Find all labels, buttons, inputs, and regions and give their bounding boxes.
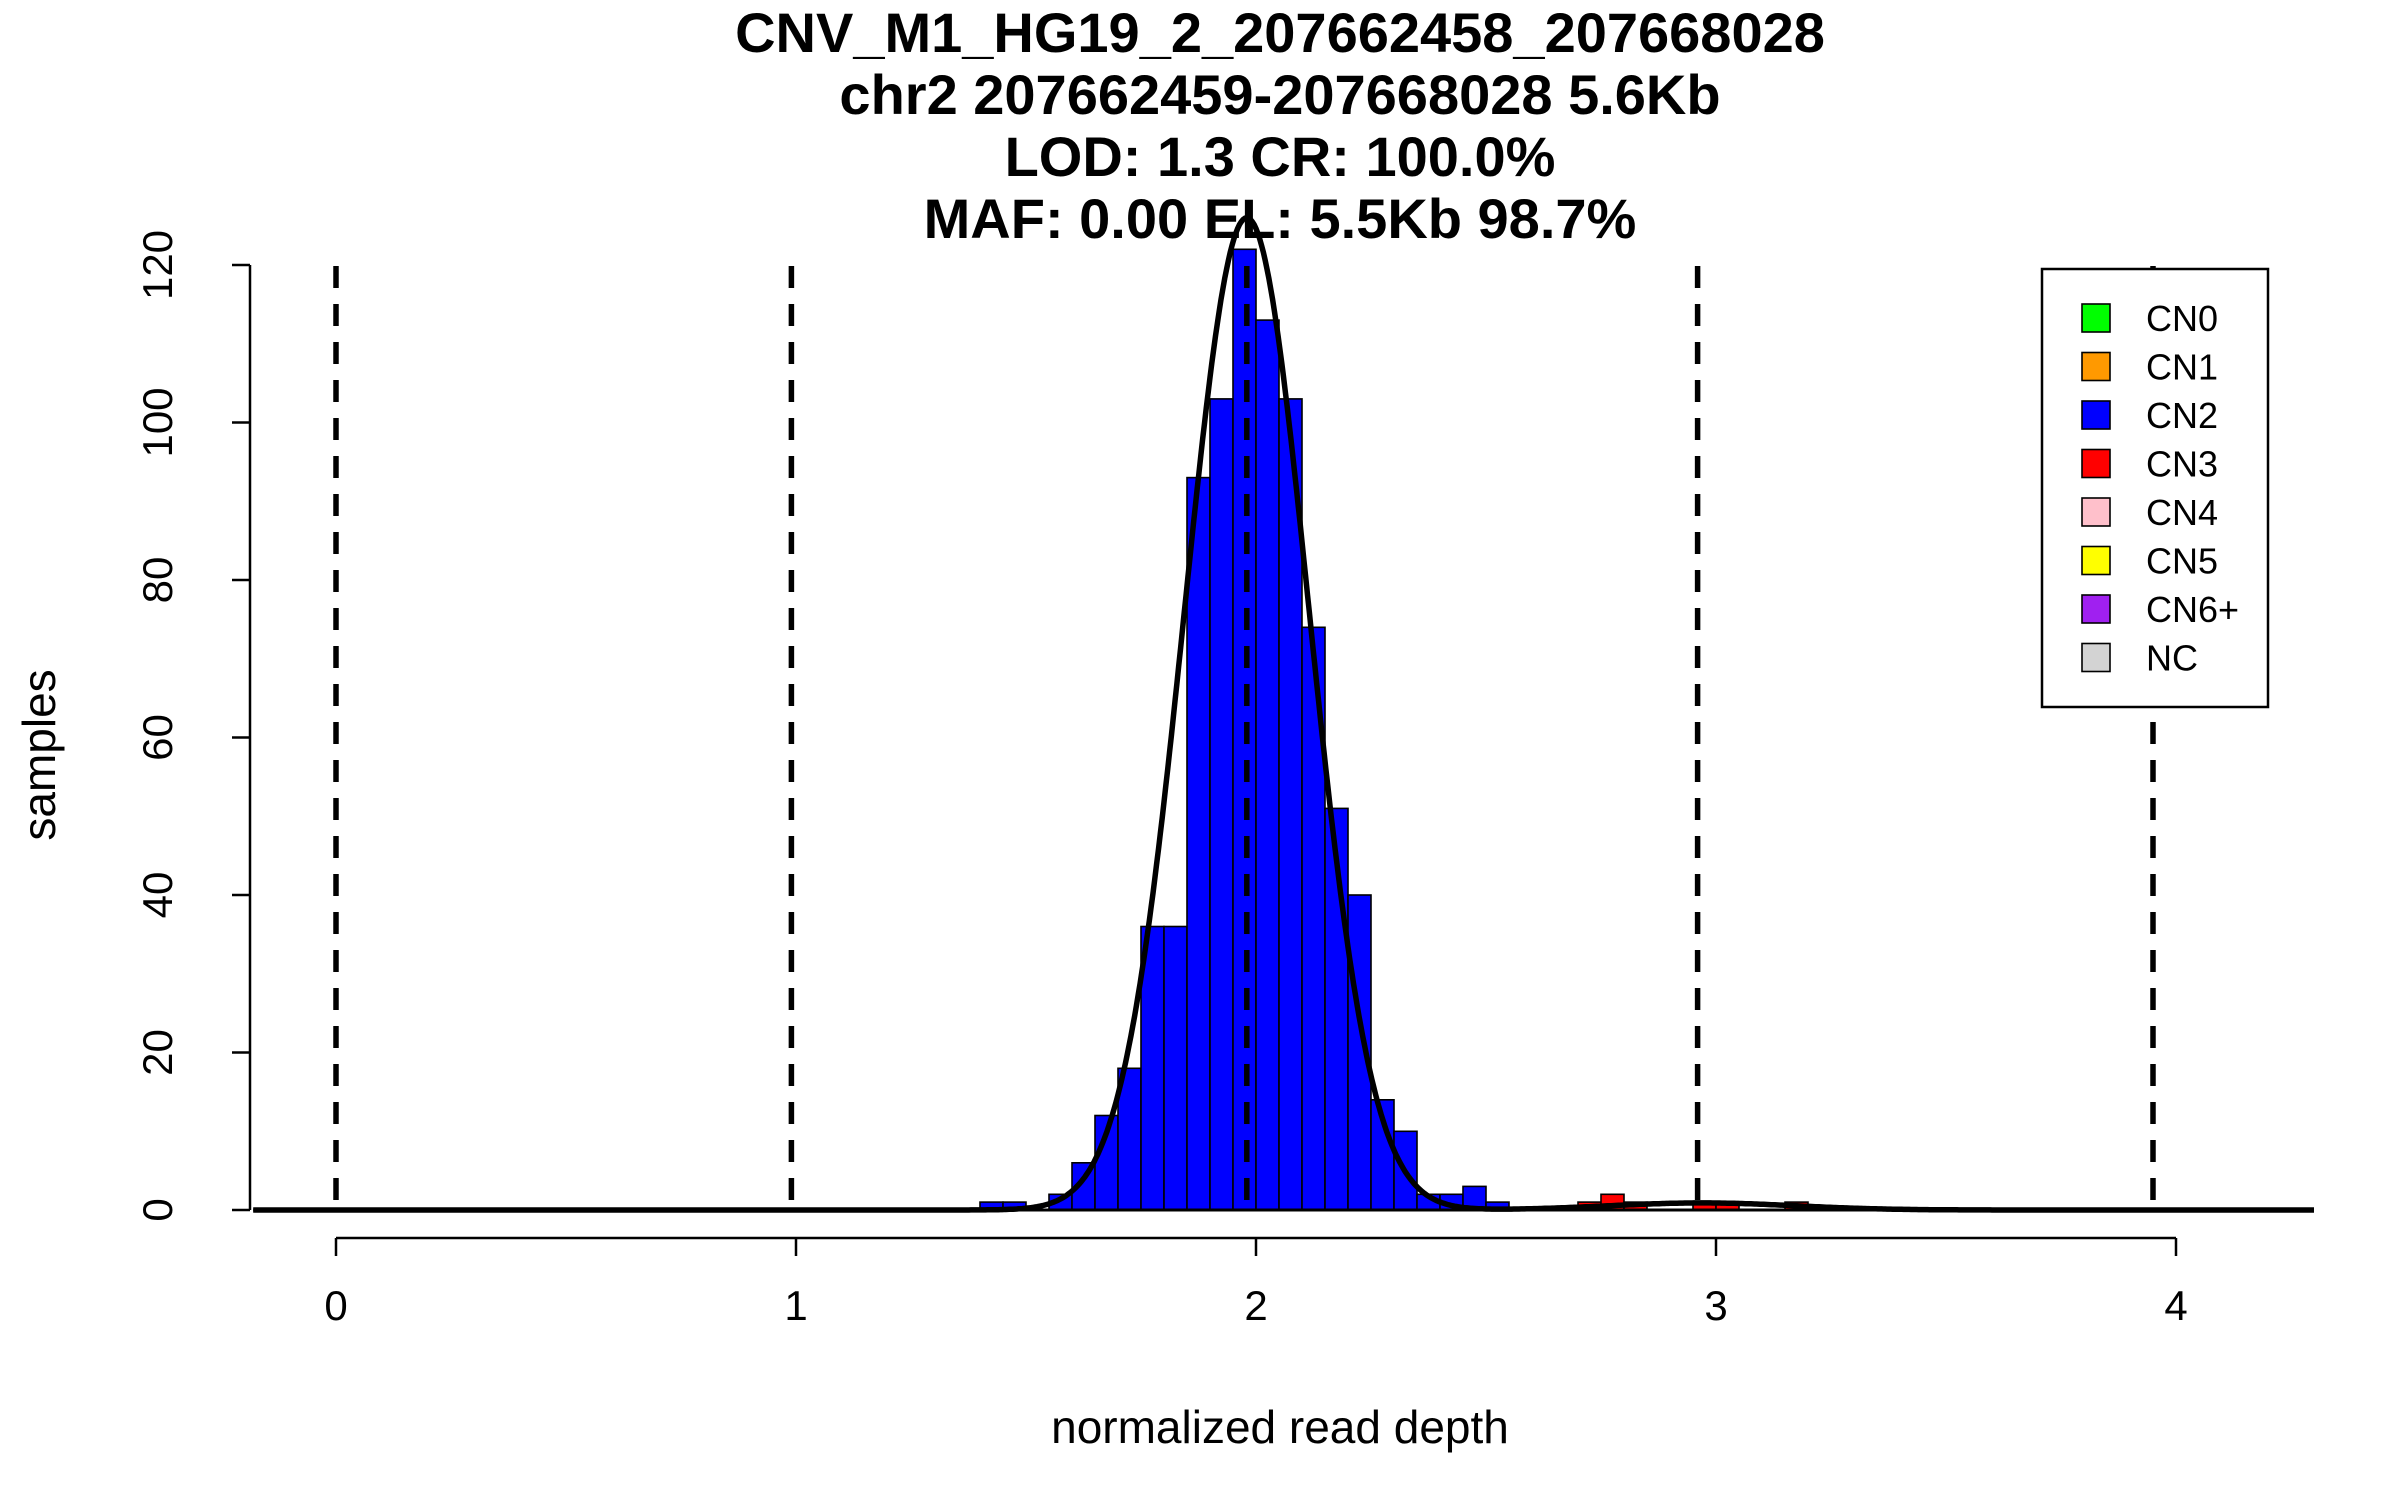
y-tick-label-2: 40 [134, 872, 181, 919]
legend-label-cn2: CN2 [2146, 395, 2218, 436]
y-tick-label-3: 60 [134, 714, 181, 761]
x-tick-label-1: 1 [784, 1282, 807, 1329]
legend-label-cn3: CN3 [2146, 444, 2218, 485]
legend-swatch-cn2 [2081, 400, 2111, 430]
y-axis: 0 20 40 60 80 100 120 [134, 230, 252, 1222]
x-tick-label-4: 4 [2164, 1282, 2187, 1329]
fit-curves [253, 214, 2314, 1213]
legend-swatch-cn3 [2081, 448, 2111, 479]
histogram-bar-8 [1186, 476, 1211, 1211]
x-axis-label: normalized read depth [1051, 1401, 1509, 1453]
y-axis-label: samples [13, 669, 65, 840]
title-line-4: MAF: 0.00 EL: 5.5Kb 98.7% [924, 187, 1637, 250]
legend: CN0 CN1 CN2 CN3 CN4 CN5 CN6+ NC [2040, 267, 2270, 709]
legend-swatch-cn5 [2081, 545, 2111, 576]
histogram-bars [979, 248, 1809, 1211]
y-tick-label-6: 120 [134, 230, 181, 300]
x-tick-label-0: 0 [324, 1282, 347, 1329]
histogram-bar-7 [1163, 925, 1188, 1211]
legend-swatch-cn0 [2081, 303, 2111, 333]
y-tick-label-0: 0 [134, 1198, 181, 1221]
legend-label-nc: NC [2146, 638, 2198, 679]
chart-title: CNV_M1_HG19_2_207662458_207668028 chr2 2… [735, 1, 1825, 250]
title-line-2: chr2 207662459-207668028 5.6Kb [839, 63, 1720, 126]
histogram-bar-11 [1255, 319, 1280, 1211]
legend-box [2040, 267, 2270, 709]
legend-swatch-cn6plus [2081, 594, 2111, 624]
legend-label-cn5: CN5 [2146, 541, 2218, 582]
histogram-bar-9 [1209, 398, 1234, 1211]
legend-label-cn6plus: CN6+ [2146, 589, 2239, 630]
y-tick-label-1: 20 [134, 1029, 181, 1076]
legend-label-cn4: CN4 [2146, 492, 2218, 533]
y-tick-label-5: 100 [134, 387, 181, 457]
y-tick-label-4: 80 [134, 557, 181, 604]
legend-swatch-nc [2081, 642, 2111, 673]
fit-curve [253, 214, 2314, 1213]
title-line-3: LOD: 1.3 CR: 100.0% [1005, 125, 1556, 188]
legend-label-cn0: CN0 [2146, 298, 2218, 339]
x-tick-label-3: 3 [1704, 1282, 1727, 1329]
title-line-1: CNV_M1_HG19_2_207662458_207668028 [735, 1, 1825, 64]
legend-swatch-cn4 [2081, 497, 2111, 527]
x-axis: 0 1 2 3 4 [324, 1236, 2188, 1329]
legend-label-cn1: CN1 [2146, 347, 2218, 388]
legend-swatch-cn1 [2081, 351, 2111, 382]
x-tick-label-2: 2 [1244, 1282, 1267, 1329]
